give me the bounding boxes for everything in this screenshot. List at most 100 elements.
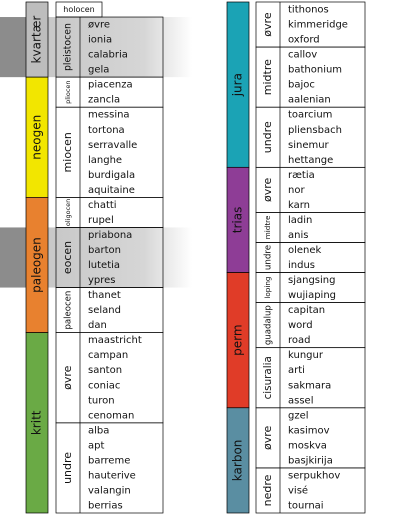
stage-label: tournai bbox=[288, 500, 324, 511]
stage-label: alba bbox=[88, 425, 109, 436]
stage-label: rupel bbox=[88, 215, 114, 226]
stage-label: øvre bbox=[88, 20, 110, 31]
stage-label: priabona bbox=[88, 230, 132, 241]
epoch-label: cisuralia bbox=[262, 356, 274, 399]
period-cell bbox=[226, 407, 250, 514]
stage-label: gzel bbox=[288, 410, 309, 421]
stage-label: barreme bbox=[88, 455, 130, 466]
stage-label: thanet bbox=[88, 290, 121, 301]
epoch-label: loping bbox=[263, 276, 272, 298]
epoch-label: undre bbox=[261, 121, 274, 153]
stage-label: coniac bbox=[88, 380, 120, 391]
epoch-label: nedre bbox=[261, 474, 274, 506]
stage-label: sjangsing bbox=[288, 275, 335, 286]
stage-label: moskva bbox=[288, 440, 327, 451]
stage-label: zancla bbox=[88, 95, 120, 106]
stage-label: messina bbox=[88, 110, 130, 121]
stage-label: hauterive bbox=[88, 470, 136, 481]
stage-label: burdigala bbox=[88, 170, 135, 181]
stage-label: ionia bbox=[88, 35, 112, 46]
stage-label: kasimov bbox=[288, 425, 330, 436]
period-label: paleogen bbox=[30, 237, 44, 293]
epoch-label: midtre bbox=[263, 215, 272, 239]
stage-label: bajoc bbox=[288, 80, 315, 91]
epoch-cell bbox=[55, 422, 164, 514]
stage-label: pliensbach bbox=[288, 125, 342, 136]
epoch-label: holocen bbox=[63, 5, 94, 14]
stage-label: wujiaping bbox=[288, 290, 336, 301]
stage-label: assel bbox=[288, 395, 313, 406]
stage-label: calabria bbox=[88, 50, 128, 61]
stage-label: hettange bbox=[288, 155, 333, 166]
period-label: jura bbox=[231, 73, 245, 97]
stage-label: cenoman bbox=[88, 410, 134, 421]
epoch-label: undre bbox=[264, 245, 274, 270]
stage-label: apt bbox=[88, 440, 104, 451]
stage-label: tithonos bbox=[288, 5, 329, 16]
epoch-label: pleistocen bbox=[63, 23, 74, 71]
epoch-cell bbox=[255, 467, 366, 514]
epoch-label: undre bbox=[61, 452, 74, 484]
epoch-label: øvre bbox=[261, 177, 274, 202]
stage-label: gela bbox=[88, 65, 109, 76]
stage-label: callov bbox=[288, 50, 317, 61]
stage-label: lutetia bbox=[88, 260, 120, 271]
epoch-label: midtre bbox=[261, 59, 274, 95]
epoch-label: pliocen bbox=[64, 80, 72, 103]
stage-label: kimmeridge bbox=[288, 20, 348, 31]
stage-label: ypres bbox=[88, 275, 116, 286]
stage-label: nor bbox=[288, 185, 305, 196]
period-label: karbon bbox=[231, 440, 245, 482]
stage-label: sinemur bbox=[288, 140, 330, 151]
stage-label: oxford bbox=[288, 35, 320, 46]
stage-label: serravalle bbox=[88, 140, 137, 151]
stage-label: tortona bbox=[88, 125, 125, 136]
stage-label: arti bbox=[288, 365, 305, 376]
table: holocen pleistocen øvre ionia calabria gela kv… bbox=[25, 1, 366, 514]
stage-label: karn bbox=[288, 200, 310, 211]
epoch-label: øvre bbox=[261, 12, 274, 37]
epoch-label: paleocen bbox=[64, 291, 74, 330]
stage-label: capitan bbox=[288, 305, 325, 316]
stage-label: bathonium bbox=[288, 65, 342, 76]
stage-label: serpukhov bbox=[288, 470, 340, 481]
stage-label: turon bbox=[88, 395, 115, 406]
stage-label: maastricht bbox=[88, 335, 142, 346]
epoch-label: oligocen bbox=[64, 199, 72, 226]
epoch-label: øvre bbox=[261, 425, 274, 450]
stage-label: road bbox=[288, 335, 311, 346]
stage-label: campan bbox=[88, 350, 128, 361]
period-label: perm bbox=[231, 324, 245, 355]
epoch-label: guadalup bbox=[264, 305, 274, 345]
stage-label: sakmara bbox=[288, 380, 331, 391]
stage-label: dan bbox=[88, 320, 107, 331]
stage-label: basjkirija bbox=[288, 455, 333, 466]
period-label: kritt bbox=[30, 410, 44, 435]
stage-label: aalenian bbox=[288, 95, 331, 106]
stage-label: visé bbox=[288, 484, 308, 496]
stage-label: santon bbox=[88, 365, 122, 376]
stage-label: chatti bbox=[88, 200, 117, 211]
stage-label: aquitaine bbox=[88, 185, 135, 196]
period-label: neogen bbox=[30, 115, 44, 160]
stage-label: langhe bbox=[88, 155, 122, 166]
epoch-label: eocen bbox=[61, 241, 74, 274]
stage-label: rætia bbox=[288, 170, 315, 181]
stage-label: piacenza bbox=[88, 80, 133, 91]
epoch-label: øvre bbox=[61, 365, 74, 390]
stage-label: indus bbox=[288, 260, 315, 271]
stage-label: ladin bbox=[288, 215, 312, 226]
period-cell bbox=[25, 332, 49, 514]
stage-label: seland bbox=[88, 305, 121, 316]
stage-label: kungur bbox=[288, 350, 324, 361]
stage-label: word bbox=[288, 320, 313, 331]
stage-label: berrias bbox=[88, 500, 123, 511]
stage-label: barton bbox=[88, 245, 121, 256]
period-label: trias bbox=[231, 207, 245, 234]
stage-label: toarcium bbox=[288, 110, 332, 121]
stage-label: valangin bbox=[88, 485, 131, 496]
stage-label: olenek bbox=[288, 245, 322, 256]
epoch-label: miocen bbox=[61, 132, 74, 172]
stage-label: anis bbox=[288, 230, 308, 241]
